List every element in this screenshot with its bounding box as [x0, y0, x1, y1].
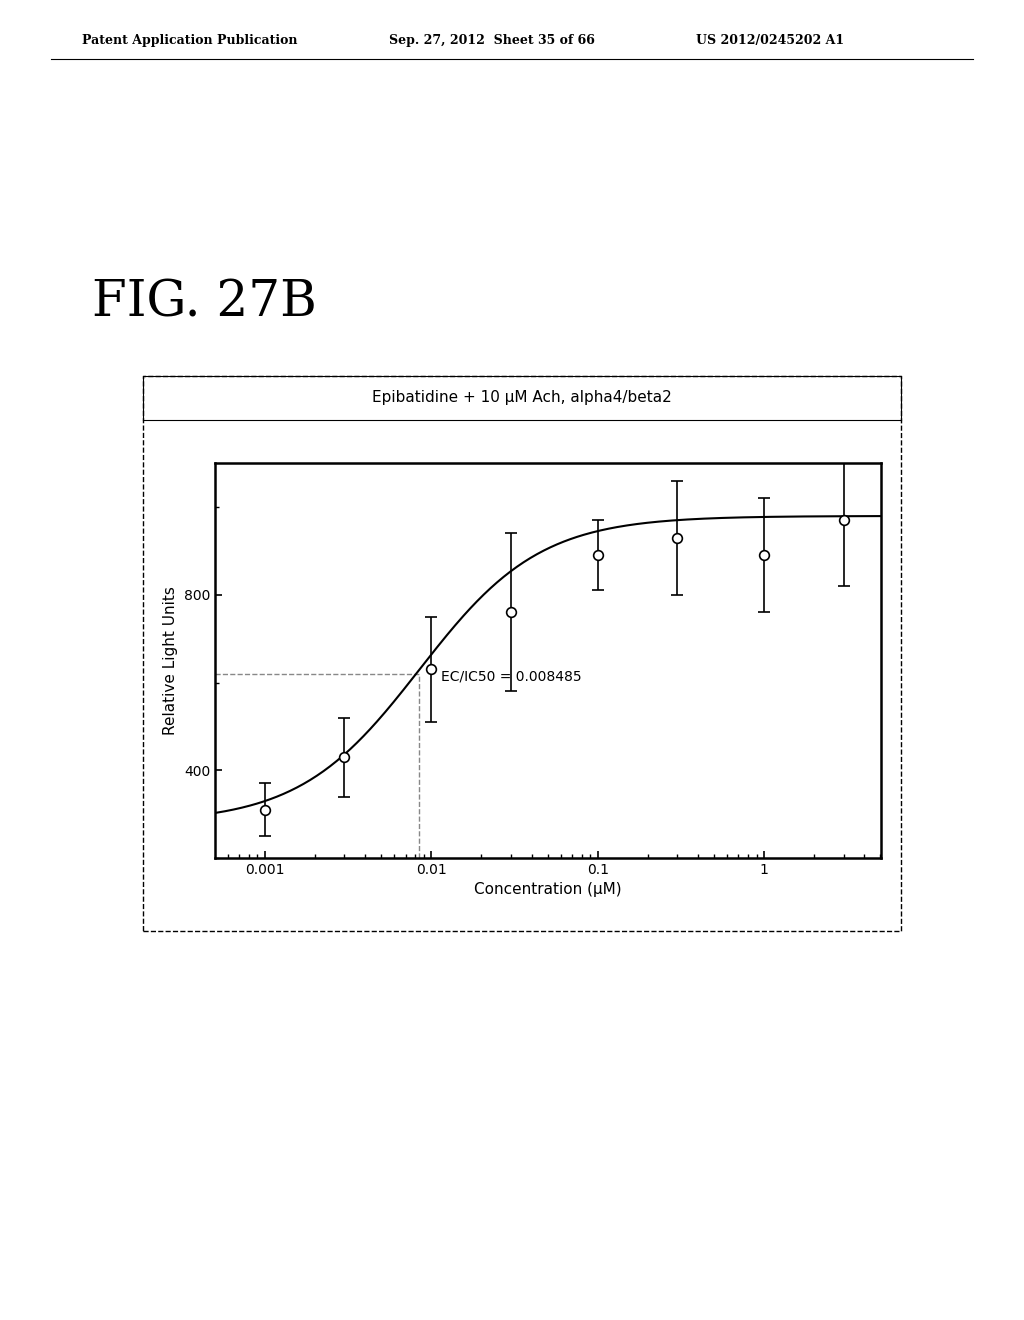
Text: Sep. 27, 2012  Sheet 35 of 66: Sep. 27, 2012 Sheet 35 of 66 — [389, 33, 595, 46]
Y-axis label: Relative Light Units: Relative Light Units — [163, 586, 178, 735]
Text: US 2012/0245202 A1: US 2012/0245202 A1 — [696, 33, 845, 46]
Text: Patent Application Publication: Patent Application Publication — [82, 33, 297, 46]
Text: Epibatidine + 10 μM Ach, alpha4/beta2: Epibatidine + 10 μM Ach, alpha4/beta2 — [373, 391, 672, 405]
X-axis label: Concentration (μM): Concentration (μM) — [474, 882, 622, 898]
Text: FIG. 27B: FIG. 27B — [92, 279, 316, 327]
Text: EC/IC50 = 0.008485: EC/IC50 = 0.008485 — [441, 669, 582, 682]
